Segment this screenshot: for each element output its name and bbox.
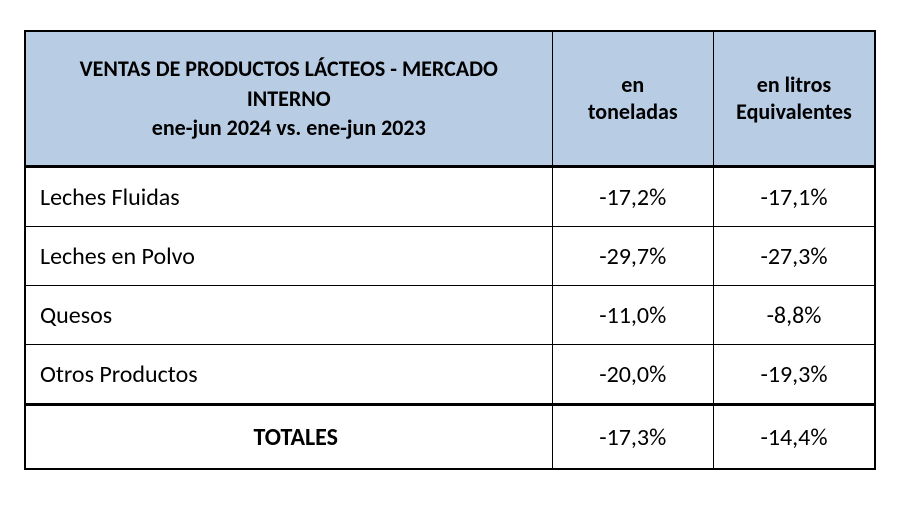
col-header-toneladas: en toneladas bbox=[552, 31, 714, 167]
table-title-cell: VENTAS DE PRODUCTOS LÁCTEOS - MERCADO IN… bbox=[25, 31, 552, 167]
row-label: Leches Fluidas bbox=[25, 167, 552, 227]
col-header-toneladas-line2: toneladas bbox=[588, 98, 678, 125]
table-row: Leches en Polvo -29,7% -27,3% bbox=[25, 227, 875, 286]
row-ton: -20,0% bbox=[552, 345, 714, 405]
totals-label: TOTALES bbox=[25, 405, 552, 470]
row-lit: -17,1% bbox=[714, 167, 876, 227]
col-header-toneladas-line1: en bbox=[621, 71, 644, 98]
row-label: Otros Productos bbox=[25, 345, 552, 405]
row-label: Quesos bbox=[25, 286, 552, 345]
col-header-litros: en litros Equivalentes bbox=[714, 31, 876, 167]
table-row: Leches Fluidas -17,2% -17,1% bbox=[25, 167, 875, 227]
col-header-litros-line2: Equivalentes bbox=[736, 98, 852, 125]
totals-ton: -17,3% bbox=[552, 405, 714, 470]
row-lit: -19,3% bbox=[714, 345, 876, 405]
row-lit: -27,3% bbox=[714, 227, 876, 286]
table-title-line2: ene-jun 2024 vs. ene-jun 2023 bbox=[152, 114, 426, 141]
row-lit: -8,8% bbox=[714, 286, 876, 345]
table-row: Otros Productos -20,0% -19,3% bbox=[25, 345, 875, 405]
row-ton: -29,7% bbox=[552, 227, 714, 286]
table-row: Quesos -11,0% -8,8% bbox=[25, 286, 875, 345]
row-ton: -11,0% bbox=[552, 286, 714, 345]
totals-lit: -14,4% bbox=[714, 405, 876, 470]
table-title-line1: VENTAS DE PRODUCTOS LÁCTEOS - MERCADO IN… bbox=[80, 55, 498, 112]
col-header-litros-line1: en litros bbox=[757, 71, 831, 98]
table-totals-row: TOTALES -17,3% -14,4% bbox=[25, 405, 875, 470]
dairy-sales-table: VENTAS DE PRODUCTOS LÁCTEOS - MERCADO IN… bbox=[24, 30, 876, 470]
row-label: Leches en Polvo bbox=[25, 227, 552, 286]
row-ton: -17,2% bbox=[552, 167, 714, 227]
